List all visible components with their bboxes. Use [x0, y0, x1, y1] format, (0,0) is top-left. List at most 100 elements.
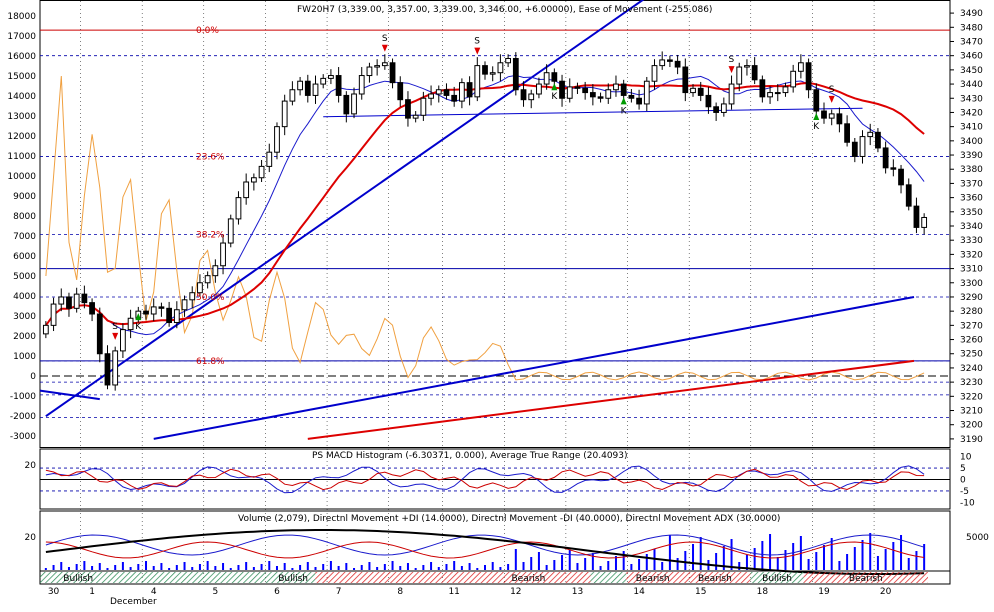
trend-bands-layer: Bullish Bullish Bearish Bearish Bearish Bulli… — [40, 572, 928, 584]
candle-up — [204, 275, 211, 284]
candle-down — [466, 82, 473, 98]
volume-bar — [160, 563, 163, 570]
volume-bar — [599, 566, 602, 570]
candle-up — [173, 309, 180, 324]
candle-down — [559, 80, 565, 99]
volume-bar — [614, 556, 617, 570]
trend-band — [750, 572, 804, 583]
sell-arrow — [381, 44, 388, 52]
signal-label: K — [135, 322, 142, 332]
eom-tick-label: 17000 — [7, 32, 36, 42]
price-tick-label: 3390 — [960, 151, 983, 161]
month-label: December — [110, 597, 157, 607]
candle-down — [905, 184, 912, 207]
volume-bar — [391, 561, 394, 570]
eom-tick-label: 14000 — [7, 92, 36, 102]
candle-up — [828, 113, 835, 119]
candle-down — [882, 147, 889, 169]
sell-arrow — [828, 95, 835, 103]
eom-tick-label: 15000 — [7, 72, 36, 82]
volume-bar — [522, 562, 525, 570]
candle-up — [266, 151, 273, 167]
volume-bar — [638, 559, 641, 570]
price-tick-label: 3240 — [960, 364, 983, 374]
eom-tick-label: 2000 — [13, 332, 36, 342]
candle-down — [389, 62, 396, 84]
candle-up — [358, 75, 365, 95]
price-tick-label: 3280 — [960, 307, 983, 317]
main-title: FW20H7 (3,339.00, 3,357.00, 3,339.00, 3,… — [297, 5, 712, 15]
ease-of-movement-layer — [45, 75, 925, 381]
buy-arrow — [551, 83, 558, 91]
volume-title: Volume (2,079), Directnl Movement +DI (1… — [238, 514, 780, 524]
trend-band — [466, 572, 591, 583]
volume-bar — [861, 540, 864, 570]
sell-arrow — [474, 47, 481, 55]
volume-bar — [545, 565, 548, 570]
candle-up — [736, 66, 743, 85]
candle-up — [867, 131, 874, 138]
candle-down — [713, 106, 720, 113]
eom-tick-label: 18000 — [7, 12, 36, 22]
volume-bar — [537, 552, 540, 570]
volume-bar — [476, 568, 479, 570]
volume-bar — [129, 567, 132, 570]
volume-bar — [553, 560, 556, 570]
volume-bar — [67, 567, 70, 570]
candle-up — [212, 265, 219, 277]
macd-tick-label: -5 — [960, 487, 969, 497]
price-tick-label: 3310 — [960, 265, 983, 275]
volume-bar — [214, 566, 217, 570]
trend-band — [116, 572, 271, 583]
volume-bar — [252, 567, 255, 570]
candle-down — [813, 89, 820, 112]
volume-bar — [576, 563, 579, 570]
volume-bar — [645, 554, 648, 570]
candle-up — [613, 83, 619, 91]
candle-down — [335, 75, 342, 96]
date-tick-label: 15 — [695, 587, 706, 597]
volume-bar — [229, 568, 232, 570]
price-tick-label: 3250 — [960, 350, 983, 360]
sell-arrow — [112, 332, 119, 340]
plus-di-line — [45, 534, 925, 556]
volume-bar — [776, 557, 779, 570]
volume-bar — [491, 562, 494, 570]
price-tick-label: 3370 — [960, 179, 983, 189]
trend-band — [679, 572, 751, 583]
candle-up — [289, 89, 296, 102]
date-tick-label: 14 — [633, 587, 645, 597]
volume-bar — [853, 547, 856, 570]
eom-tick-label: 5000 — [13, 272, 36, 282]
trend-band — [803, 572, 928, 583]
date-axis-layer: 30 1 4 5 6 7 8 11 12 13 14 15 18 19 20 — [48, 587, 892, 597]
price-tick-label: 3490 — [960, 9, 983, 19]
candle-up — [351, 93, 357, 115]
volume-bar — [822, 545, 825, 570]
volume-bar — [568, 550, 571, 570]
trend-band-label: Bullish — [63, 574, 93, 584]
candle-up — [767, 92, 773, 98]
candle-up — [250, 177, 257, 183]
date-tick-label: 20 — [880, 587, 892, 597]
candle-down — [667, 59, 673, 62]
candle-down — [628, 94, 635, 99]
trend-line-up — [45, 0, 645, 418]
volume-bar — [98, 563, 101, 570]
macd-layer: 105 0-5-10 20 — [25, 453, 975, 509]
volume-bar — [137, 564, 140, 570]
date-tick-label: 12 — [510, 587, 521, 597]
volume-bar — [91, 566, 94, 570]
volume-bar — [83, 561, 86, 570]
volume-bar — [468, 563, 471, 570]
eom-tick-label: 3000 — [13, 312, 36, 322]
trend-band-label: Bullish — [278, 574, 308, 584]
candle-up — [189, 292, 196, 301]
volume-bar — [507, 564, 510, 570]
candle-up — [197, 282, 203, 294]
candle-down — [482, 65, 488, 75]
candle-up — [281, 100, 288, 128]
candle-up — [774, 92, 781, 95]
volume-bar — [445, 564, 448, 570]
price-tick-label: 3200 — [960, 421, 983, 431]
